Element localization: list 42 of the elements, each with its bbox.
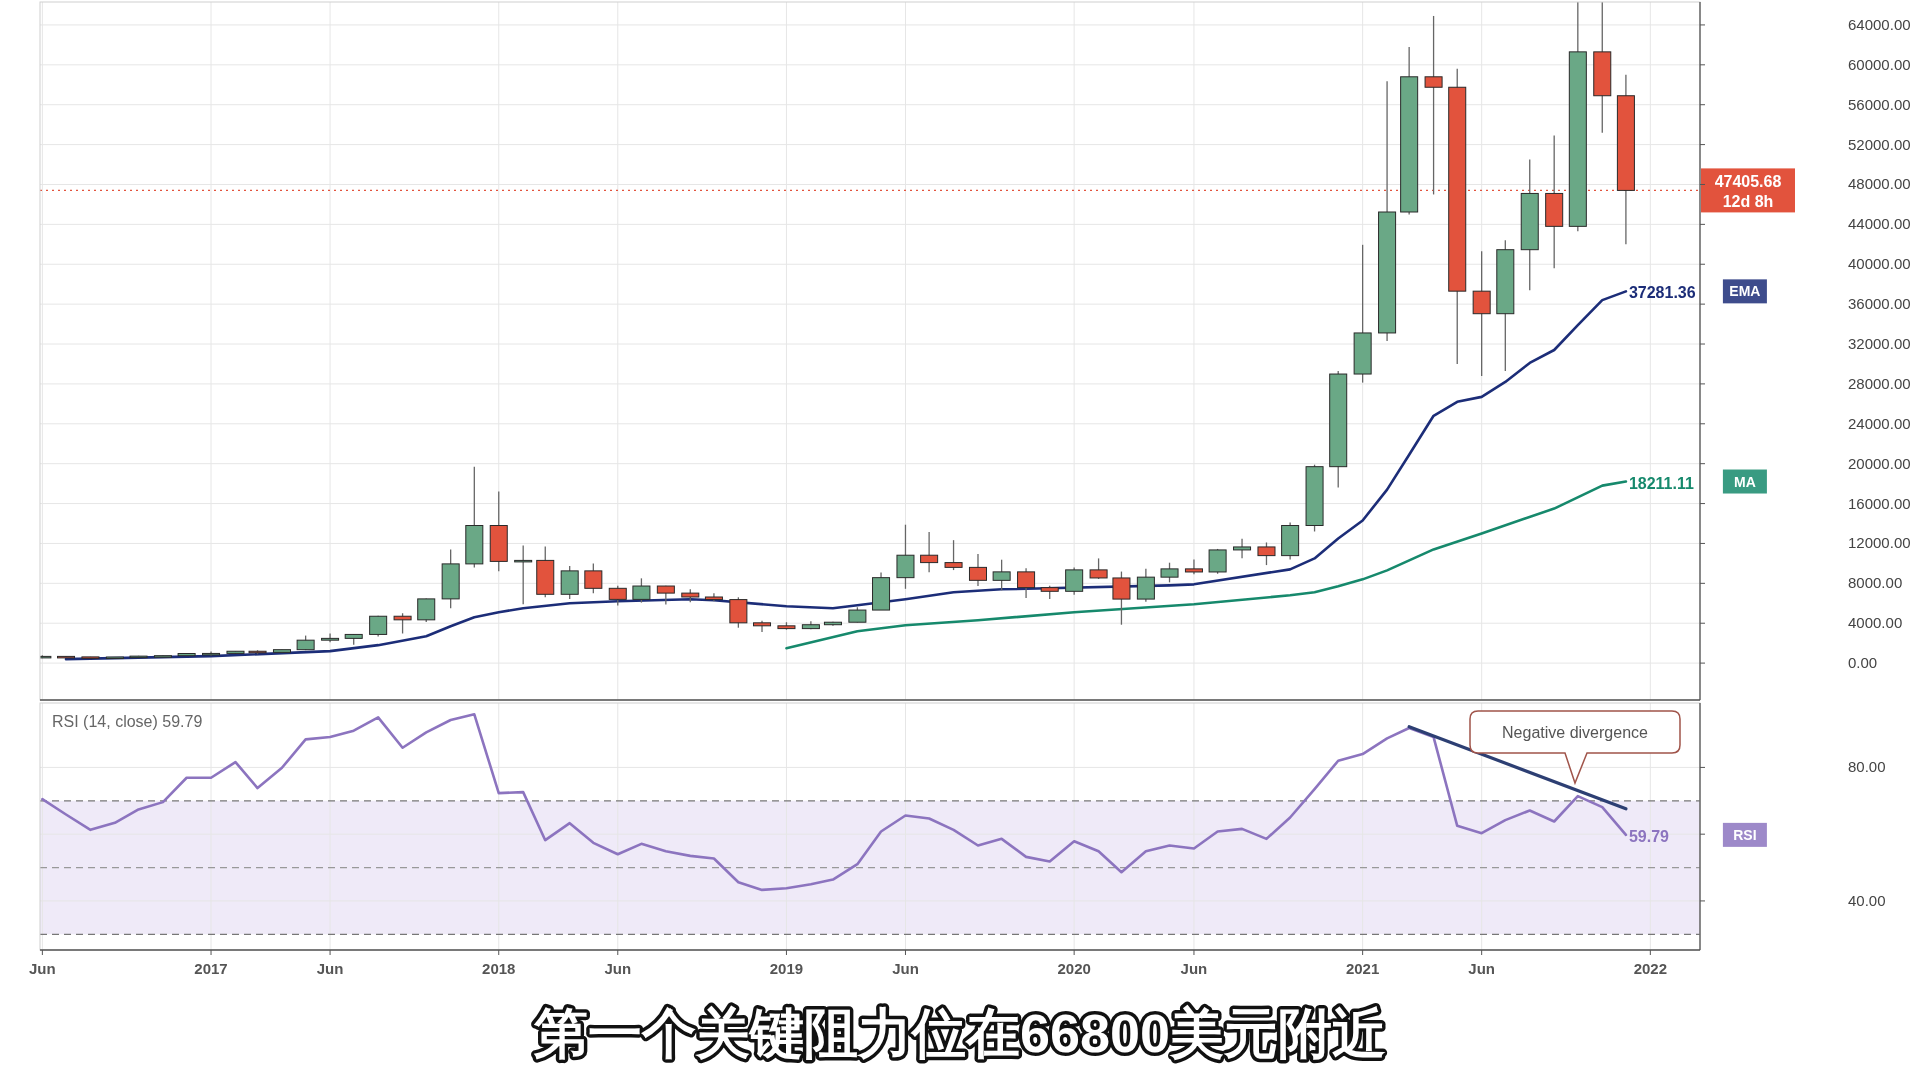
ref-line-label: 47405.68 12d 8h: [1714, 173, 1782, 211]
y-tick-label: 4000.00: [1848, 614, 1903, 632]
y-tick-label: 48000.00: [1848, 175, 1911, 193]
data-label: 59.79: [1628, 827, 1670, 845]
text: RSI: [1733, 826, 1757, 843]
y-tick-label: 24000.00: [1848, 414, 1911, 432]
y-tick-label: 32000.00: [1848, 335, 1911, 353]
x-tick-label: Jun: [29, 960, 56, 977]
text: RSI (14, close) 59.79: [52, 713, 203, 730]
y-tick-label: 40.00: [1848, 891, 1886, 909]
callout: Negative divergence: [1469, 710, 1681, 784]
y-tick-label: 36000.00: [1848, 295, 1911, 313]
y-tick-label: 12000.00: [1848, 534, 1911, 552]
x-tick-label: 2018: [482, 960, 516, 977]
annotation: Negative divergence: [1502, 724, 1649, 741]
x-tick-label: Jun: [316, 960, 344, 977]
y-tick-label: 56000.00: [1848, 95, 1911, 113]
y-tick-label: 20000.00: [1848, 454, 1911, 472]
y-tick-label: 44000.00: [1848, 215, 1911, 233]
x-tick-label: Jun: [1468, 960, 1495, 977]
y-tick-label: 8000.00: [1848, 574, 1903, 592]
data-label: 37281.36: [1628, 284, 1696, 302]
y-tick-label: 64000.00: [1848, 15, 1911, 33]
y-tick-label: 28000.00: [1848, 374, 1911, 392]
x-tick-label: 2017: [194, 960, 228, 977]
y-tick-label: 16000.00: [1848, 494, 1911, 512]
y-tick-label: 52000.00: [1848, 135, 1911, 153]
text: MA: [1734, 473, 1756, 490]
x-tick-label: Jun: [1180, 960, 1208, 977]
x-tick-label: 2019: [769, 960, 804, 977]
data-label: 18211.11: [1628, 474, 1694, 492]
x-tick-label: 2020: [1057, 960, 1091, 977]
y-tick-label: 0.00: [1848, 654, 1878, 672]
x-tick-label: 2021: [1345, 960, 1380, 977]
y-tick-label: 80.00: [1848, 758, 1886, 776]
x-tick-label: 2022: [1633, 960, 1668, 977]
text: 第一个关键阻力位在66800美元附近: [532, 1003, 1387, 1063]
x-tick-label: Jun: [892, 960, 919, 977]
x-tick-label: Jun: [604, 960, 632, 977]
text: EMA: [1729, 283, 1761, 300]
y-tick-label: 40000.00: [1848, 255, 1911, 273]
y-tick-label: 60000.00: [1848, 55, 1911, 73]
